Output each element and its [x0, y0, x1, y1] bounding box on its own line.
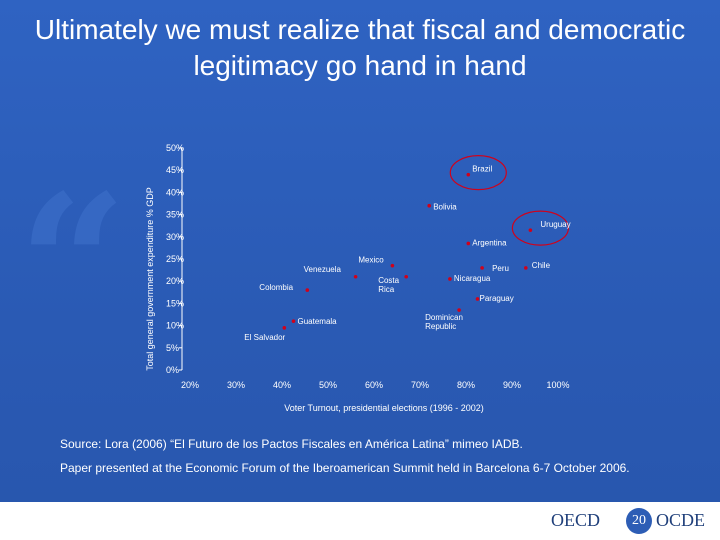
point-label: Peru	[492, 264, 509, 273]
point-label: Uruguay	[540, 220, 570, 229]
x-tick-label: 30%	[227, 380, 245, 390]
point-label: Guatemala	[298, 317, 338, 326]
highlight-circle	[449, 155, 507, 191]
y-tick-label: 5%	[166, 343, 179, 353]
scatter-point	[466, 172, 471, 177]
scatter-point	[528, 228, 533, 232]
point-label: Paraguay	[480, 294, 514, 303]
footer-bar	[0, 502, 720, 540]
slide-title: Ultimately we must realize that fiscal a…	[34, 14, 686, 81]
x-tick-label: 70%	[411, 380, 429, 390]
point-label: Argentina	[472, 238, 507, 247]
y-tick-label: 40%	[166, 187, 184, 197]
point-label: El Salvador	[244, 333, 285, 342]
scatter-point	[475, 297, 480, 301]
x-tick-label: 80%	[457, 380, 475, 390]
scatter-point	[305, 288, 310, 292]
x-axis-title: Voter Turnout, presidential elections (1…	[284, 403, 484, 413]
point-label: Nicaragua	[454, 274, 491, 283]
y-tick-label: 10%	[166, 321, 184, 331]
scatter-point	[353, 274, 358, 279]
y-tick-label: 35%	[166, 210, 184, 220]
y-tick-label: 0%	[166, 365, 179, 375]
point-label: Chile	[532, 261, 551, 270]
point-label: Brazil	[472, 165, 492, 174]
scatter-point	[524, 266, 528, 270]
scatter-point	[466, 241, 471, 246]
oecd-logo-text: OECD	[551, 510, 600, 530]
scatter-point	[404, 274, 409, 279]
x-tick-label: 100%	[546, 380, 569, 390]
y-tick-label: 15%	[166, 298, 184, 308]
y-tick-label: 25%	[166, 254, 184, 264]
point-label: Venezuela	[304, 265, 342, 274]
y-tick-label: 30%	[166, 232, 184, 242]
point-label: Costa Rica	[378, 276, 399, 294]
scatter-point	[480, 266, 484, 270]
y-axis-title: Total general government expenditure % G…	[145, 187, 155, 371]
x-tick-label: 20%	[181, 380, 199, 390]
scatter-point	[291, 319, 296, 323]
scatter-point	[427, 203, 432, 208]
point-label: Mexico	[358, 256, 384, 265]
point-label: Colombia	[259, 283, 293, 292]
x-tick-label: 60%	[365, 380, 383, 390]
point-label: Dominican Republic	[425, 313, 463, 331]
scatter-point	[448, 277, 452, 281]
point-label: Bolivia	[433, 203, 457, 212]
source-note: Source: Lora (2006) “El Futuro de los Pa…	[60, 437, 523, 451]
scatter-point	[282, 326, 287, 330]
y-tick-label: 50%	[166, 143, 184, 153]
page-number-badge: 20	[626, 508, 652, 534]
highlight-circle	[511, 210, 570, 246]
ocde-logo-text: OCDE	[656, 510, 705, 530]
scatter-point	[457, 308, 461, 312]
y-tick-label: 20%	[166, 276, 184, 286]
x-tick-label: 90%	[503, 380, 521, 390]
paper-note: Paper presented at the Economic Forum of…	[60, 461, 630, 475]
decorative-quote-mark: “	[18, 153, 128, 376]
scatter-point	[390, 263, 395, 268]
x-tick-label: 50%	[319, 380, 337, 390]
y-tick-label: 45%	[166, 165, 184, 175]
x-tick-label: 40%	[273, 380, 291, 390]
